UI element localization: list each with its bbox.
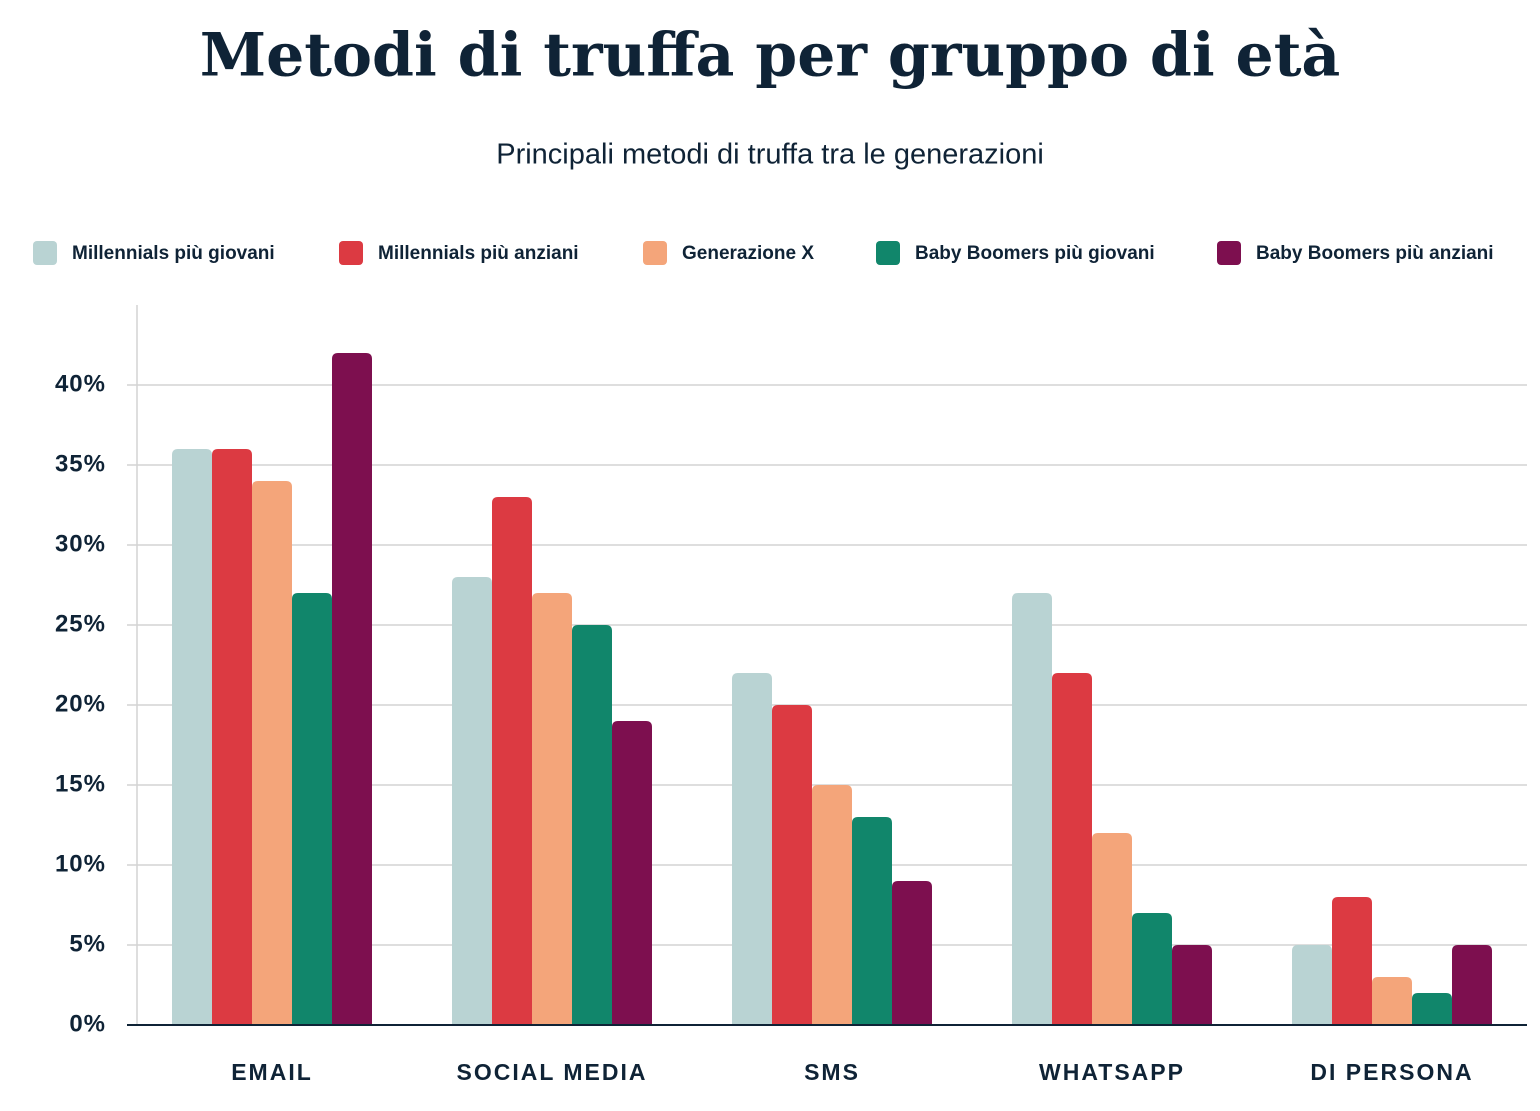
y-tick-label: 10% <box>55 850 106 877</box>
bar <box>1012 593 1052 1025</box>
legend-swatch <box>339 241 363 265</box>
bar <box>812 785 852 1025</box>
bar <box>1092 833 1132 1025</box>
legend-swatch <box>643 241 667 265</box>
bar <box>1412 993 1452 1025</box>
bar <box>1372 977 1412 1025</box>
x-tick-label: SOCIAL MEDIA <box>457 1059 648 1085</box>
bar <box>772 705 812 1025</box>
bar <box>1172 945 1212 1025</box>
bar <box>292 593 332 1025</box>
bar <box>252 481 292 1025</box>
bar <box>452 577 492 1025</box>
y-tick-label: 5% <box>69 930 106 957</box>
y-tick-label: 35% <box>55 450 106 477</box>
legend-label: Millennials più anziani <box>378 243 579 264</box>
legend-label: Generazione X <box>682 243 814 264</box>
bar <box>572 625 612 1025</box>
bar <box>532 593 572 1025</box>
y-tick-label: 25% <box>55 610 106 637</box>
legend-label: Baby Boomers più anziani <box>1256 243 1494 264</box>
bar <box>332 353 372 1025</box>
bar <box>212 449 252 1025</box>
y-tick-label: 20% <box>55 690 106 717</box>
x-tick-label: DI PERSONA <box>1310 1059 1473 1085</box>
bar <box>1292 945 1332 1025</box>
y-tick-label: 40% <box>55 370 106 397</box>
bar <box>612 721 652 1025</box>
bar <box>1332 897 1372 1025</box>
bar <box>732 673 772 1025</box>
chart-subtitle: Principali metodi di truffa tra le gener… <box>496 139 1044 171</box>
bar <box>1132 913 1172 1025</box>
y-tick-label: 0% <box>69 1010 106 1037</box>
x-tick-label: WHATSAPP <box>1039 1059 1185 1085</box>
bar <box>1052 673 1092 1025</box>
legend-swatch <box>1217 241 1241 265</box>
bar <box>172 449 212 1025</box>
chart-title: Metodi di truffa per gruppo di età <box>200 21 1341 91</box>
legend-label: Millennials più giovani <box>72 243 275 264</box>
x-tick-label: SMS <box>804 1059 860 1085</box>
legend-swatch <box>33 241 57 265</box>
bar <box>892 881 932 1025</box>
legend-swatch <box>876 241 900 265</box>
bar <box>852 817 892 1025</box>
legend-label: Baby Boomers più giovani <box>915 243 1155 264</box>
y-tick-label: 30% <box>55 530 106 557</box>
bar <box>1452 945 1492 1025</box>
bar <box>492 497 532 1025</box>
y-tick-label: 15% <box>55 770 106 797</box>
x-tick-label: EMAIL <box>231 1059 313 1085</box>
